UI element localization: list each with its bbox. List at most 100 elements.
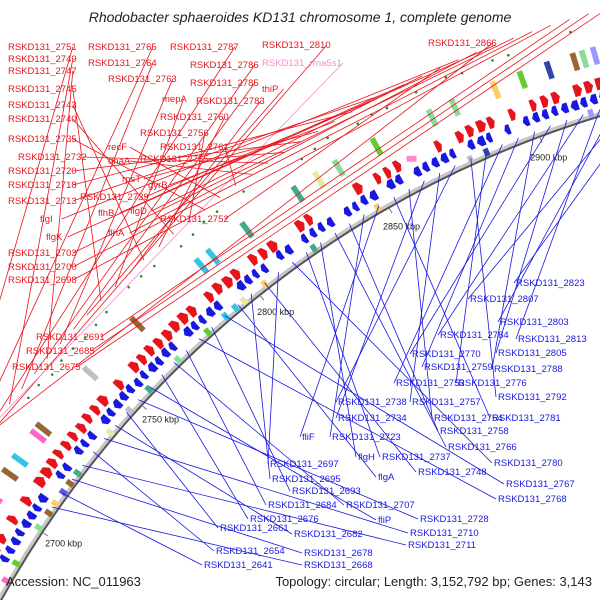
kbp-tick-label: 2800 kbp (257, 307, 294, 317)
forward-label-leader (73, 82, 256, 330)
reverse-label-leader (224, 315, 505, 485)
kbp-ticks: 2700 kbp 2750 kbp 2800 kbp 2850 kbp 2900 kbp (42, 136, 567, 548)
inner-feature-block (239, 296, 249, 306)
forward-gene-label: RSKD131_2763 (108, 74, 177, 85)
forward-gene-arrow (351, 182, 363, 196)
inner-feature-block (173, 355, 183, 365)
reverse-gene-arrow (326, 216, 336, 228)
kbp-tick-mark (539, 136, 543, 143)
forward-gene-arrow (32, 476, 46, 489)
forward-gene-arrow (0, 533, 7, 545)
reverse-gene-arrow (100, 414, 112, 425)
forward-gene-arrow (160, 329, 173, 342)
reverse-gene-arrow (551, 105, 559, 117)
forward-gene-arrow (265, 240, 278, 254)
outer-feature-dot (491, 59, 494, 62)
cog-feature-block (543, 60, 555, 80)
outer-feature-dot (385, 106, 389, 110)
reverse-label-leader (126, 412, 219, 529)
forward-gene-arrow (229, 268, 241, 281)
reverse-gene-arrow (21, 518, 33, 528)
reverse-label-leader (329, 214, 365, 438)
reverse-label-leader (71, 478, 303, 554)
forward-gene-arrow (302, 213, 314, 227)
forward-label-leader (46, 70, 74, 359)
reverse-label-leader (495, 119, 568, 354)
reverse-label-leader (264, 282, 417, 473)
forward-gene-label: flgD (130, 206, 147, 217)
reverse-gene-arrow (369, 189, 380, 201)
reverse-gene-arrow (244, 274, 254, 285)
chromosome-backbone (0, 112, 600, 600)
accession-text: Accession: NC_011963 (6, 574, 141, 589)
forward-label-leader (0, 62, 344, 418)
reverse-label-leader (470, 158, 497, 398)
reverse-label-leader (82, 465, 407, 546)
genome-stats-text: Topology: circular; Length: 3,152,792 bp… (275, 574, 592, 589)
cog-feature-block (331, 158, 346, 178)
kbp-tick-mark (259, 295, 265, 301)
forward-label-leader (76, 13, 600, 368)
forward-gene-arrow (127, 361, 140, 374)
reverse-label-leader (51, 506, 303, 566)
forward-gene-arrow (485, 116, 495, 130)
reverse-label-leader (161, 374, 249, 520)
forward-gene-label: RSKD131_2739 (80, 192, 149, 203)
reverse-gene-arrow (560, 102, 570, 114)
inner-feature-block (105, 427, 116, 438)
forward-gene-arrow (220, 276, 233, 289)
reverse-gene-arrow (14, 527, 26, 537)
inner-feature-block (124, 405, 135, 416)
reverse-gene-arrow (284, 244, 295, 255)
forward-gene-label: RSKD131_2787 (170, 42, 239, 53)
forward-label-leader (72, 24, 551, 281)
reverse-gene-arrow (119, 390, 130, 401)
reverse-gene-label: RSKD131_2734 (338, 413, 407, 424)
cog-feature-block (369, 137, 384, 156)
forward-gene-label: RSKD131_2747 (8, 66, 77, 77)
forward-gene-arrow (433, 140, 442, 153)
reverse-gene-label: RSKD131_2668 (304, 560, 373, 571)
inner-feature-block (72, 468, 83, 478)
reverse-gene-arrow (73, 445, 85, 455)
reverse-gene-label: RSKD131_2728 (420, 514, 489, 525)
reverse-label-leader (455, 151, 487, 384)
reverse-gene-label: RSKD131_2768 (498, 494, 567, 505)
forward-gene-label: RSKD131_2760 (160, 112, 229, 123)
reverse-gene-label: fliF (302, 432, 315, 443)
reverse-gene-label: RSKD131_2788 (494, 364, 563, 375)
forward-gene-label: RSKD131_2718 (8, 180, 77, 191)
inner-feature-block (50, 499, 61, 509)
forward-gene-arrow (19, 496, 33, 507)
reverse-gene-label: RSKD131_2758 (440, 426, 509, 437)
forward-label-leader (100, 19, 570, 338)
reverse-gene-label: flgH (358, 452, 375, 463)
reverse-label-leader (491, 131, 535, 370)
reverse-gene-arrow (205, 306, 216, 317)
forward-gene-label: RSKD131_2751 (8, 42, 77, 53)
cog-feature-block (81, 365, 99, 382)
inner-feature-block (58, 487, 69, 497)
reverse-label-leader (173, 362, 345, 506)
reverse-gene-arrow (309, 227, 318, 238)
forward-gene-arrow (372, 172, 382, 185)
forward-gene-arrow (66, 431, 79, 443)
reverse-label-leader (267, 272, 279, 465)
reverse-gene-label: RSKD131_2757 (412, 397, 481, 408)
reverse-gene-arrow (183, 325, 194, 337)
reverse-gene-label: RSKD131_2661 (220, 523, 289, 534)
gene-arrows (0, 77, 600, 575)
outer-feature-dot (94, 323, 98, 327)
gene-labels: RSKD131_2751 RSKD131_2765 RSKD131_2787 RSKD… (8, 38, 587, 571)
reverse-label-leader (149, 386, 377, 521)
forward-gene-arrow (5, 515, 19, 526)
reverse-gene-arrow (467, 139, 476, 150)
reverse-label-leader (421, 137, 519, 368)
outer-feature-dot (60, 359, 63, 362)
forward-label-leader (86, 88, 284, 316)
forward-gene-arrow (572, 84, 582, 98)
reverse-gene-label: RSKD131_2697 (270, 459, 339, 470)
reverse-gene-label: RSKD131_2737 (382, 452, 451, 463)
reverse-gene-label: RSKD131_2684 (268, 500, 337, 511)
reverse-gene-label: RSKD131_2641 (204, 560, 273, 571)
